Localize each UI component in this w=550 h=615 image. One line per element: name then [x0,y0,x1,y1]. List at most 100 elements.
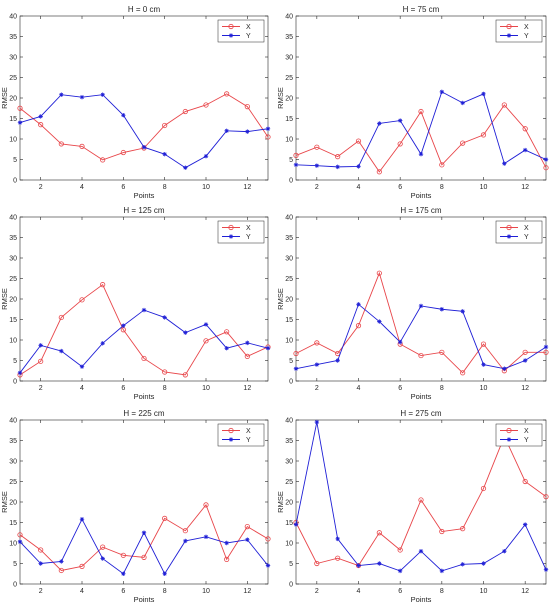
legend: XY [495,19,543,43]
data-point-y [377,121,382,126]
x-tick-label: 10 [480,385,488,392]
x-tick-label: 12 [243,588,251,595]
data-point-y [397,118,403,123]
data-point-y [335,164,340,170]
series-x [17,282,271,378]
data-point-y [543,567,549,572]
data-point-y [418,151,424,157]
legend-label-x: X [246,225,251,232]
x-tick-label: 8 [440,588,444,595]
data-point-y [356,164,361,169]
y-tick-label: 0 [289,379,293,386]
data-point-x [314,144,320,150]
data-point-y [439,568,445,574]
x-tick-label: 2 [39,385,43,392]
data-point-y [59,559,64,564]
y-tick-label: 0 [13,582,17,589]
x-tick-label: 8 [163,588,167,595]
data-point-y [265,126,271,131]
chart-title: H = 75 cm [403,5,440,14]
data-point-x [100,157,106,163]
data-point-x [397,141,403,147]
data-point-y [141,145,147,150]
data-point-x [501,102,507,108]
y-tick-label: 20 [9,96,17,103]
data-point-x [418,352,424,359]
data-point-x [38,358,44,364]
chart-title: H = 225 cm [123,409,164,418]
data-point-y [162,315,167,320]
x-tick-label: 2 [315,588,319,595]
x-tick-label: 10 [480,184,488,191]
data-point-x [460,140,466,146]
data-point-x [314,340,320,346]
data-point-x [141,355,147,362]
data-point-x [182,108,188,115]
x-tick-label: 2 [315,184,319,191]
x-tick-label: 12 [521,184,529,191]
subplot-1: 0 5 10 15 20 25 30 35 40 2 4 6 8 10 12 H = 0 cm Points RM… [0,5,271,200]
data-point-x [376,530,382,536]
y-tick-label: 15 [285,317,293,324]
x-tick-label: 6 [121,385,125,392]
y-tick-label: 35 [285,235,293,242]
data-point-x [79,143,85,149]
data-point-y [377,319,382,324]
legend-marker-y [228,33,234,38]
data-point-y [203,322,209,327]
data-point-y [183,165,188,170]
y-tick-label: 40 [285,418,293,425]
y-tick-label: 10 [9,338,17,345]
legend-label-x: X [246,428,251,435]
legend-box [495,220,543,244]
data-point-x [182,372,188,378]
y-tick-label: 40 [9,418,17,425]
data-point-x [439,528,445,535]
data-point-y [38,561,43,566]
y-axis-label: RMSE [0,288,9,310]
data-point-x [480,132,487,138]
x-tick-label: 2 [39,588,43,595]
legend: XY [495,220,543,244]
data-point-y [162,571,167,576]
x-tick-label: 6 [121,184,125,191]
data-point-y [121,113,126,118]
y-axis-label: RMSE [0,87,9,109]
x-tick-label: 2 [39,184,43,191]
y-tick-label: 30 [9,55,17,62]
data-point-x [162,369,168,375]
data-point-x [244,523,250,530]
series-x [293,102,549,175]
x-tick-label: 6 [398,184,402,191]
axes-box [19,15,269,181]
data-point-y [79,364,85,369]
data-point-x [293,350,299,357]
x-axis-label: Points [411,595,432,604]
chart-title: H = 275 cm [400,409,441,418]
data-point-x [543,349,549,355]
data-point-y [314,163,320,168]
legend-marker-y [228,234,234,239]
x-axis-label: Points [411,191,432,200]
x-tick-label: 4 [357,385,361,392]
data-point-y [121,323,126,328]
y-tick-label: 15 [9,116,17,123]
x-tick-label: 10 [202,588,210,595]
x-tick-label: 10 [480,588,488,595]
x-tick-label: 4 [357,588,361,595]
data-point-y [460,309,465,314]
series-x [17,502,271,574]
series-y [17,92,271,170]
data-point-x [100,282,106,288]
data-point-y [356,302,361,307]
data-point-y [224,346,229,351]
legend: XY [217,423,265,447]
data-point-x [480,341,487,347]
y-tick-label: 30 [285,256,293,263]
data-point-x [293,152,299,158]
y-tick-label: 25 [285,75,293,82]
data-point-y [203,534,209,540]
x-axis-label: Points [411,392,432,401]
y-tick-label: 15 [285,116,293,123]
